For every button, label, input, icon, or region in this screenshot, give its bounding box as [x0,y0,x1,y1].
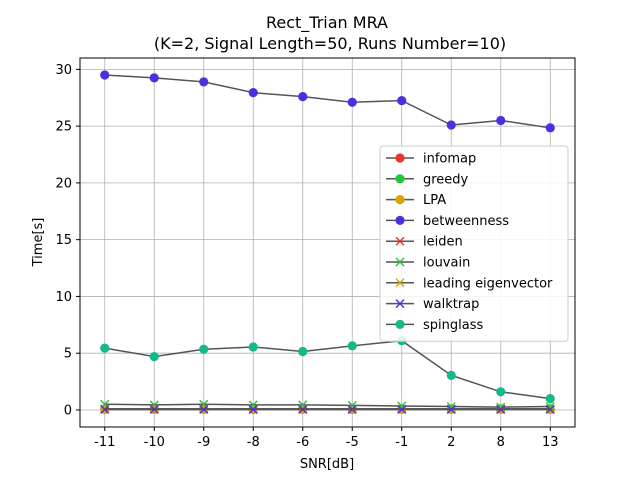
legend-label: greedy [423,172,469,187]
data-point [347,97,357,107]
y-tick-label: 0 [64,403,72,418]
legend-item: louvain [386,256,470,271]
series-louvain [100,399,555,412]
legend-marker [395,153,405,163]
legend-marker [395,319,405,329]
chart-subtitle: (K=2, Signal Length=50, Runs Number=10) [154,34,506,53]
x-tick-label: -8 [247,435,260,450]
legend-marker [395,215,405,225]
legend-item: leading eigenvector [386,276,553,291]
data-point [347,404,357,414]
x-axis-label: SNR[dB] [300,457,354,472]
chart-title: Rect_Trian MRA [266,13,388,33]
axes: -11 -10 -9 -8 -6 -5 -1 2 8 13 0 5 10 15 20 25 30 [55,57,576,450]
y-tick-label: 20 [55,176,72,191]
data-point [149,404,159,414]
legend-label: leading eigenvector [423,276,553,291]
legend-item: LPA [386,193,446,208]
legend-label: leiden [423,235,463,250]
series-line [104,74,551,129]
data-point [199,77,209,87]
x-tick-label: -1 [395,435,408,450]
data-point [100,404,110,414]
y-tick-label: 10 [55,290,72,305]
data-point [100,343,110,353]
plot-frame [79,57,576,428]
data-point [545,394,555,404]
series-line [104,403,551,408]
data-point [248,88,258,98]
data-point [298,346,308,357]
y-axis-label: Time[s] [31,218,46,268]
legend-item: greedy [386,172,469,187]
data-point [149,73,159,83]
x-tick-label: -6 [296,435,309,450]
legend-label: betweenness [423,214,509,229]
y-tick-label: 15 [55,233,72,248]
y-tick-label: 25 [55,120,72,135]
legend-marker [395,195,405,205]
legend-box [379,145,569,342]
data-point [248,342,258,352]
data-point [446,120,456,130]
legend-item: infomap [386,152,476,167]
data-point [347,341,357,351]
legend-marker [395,174,405,184]
x-tick-label: 2 [447,435,455,450]
data-point [298,92,308,102]
legend-item: leiden [386,235,463,250]
legend-label: walktrap [423,297,479,312]
x-tick-label: -9 [197,435,210,450]
legend-label: louvain [423,256,470,271]
data-point [397,404,407,414]
data-point [496,387,506,397]
legend: infomap greedy LPA betweenness leiden louvain… [379,145,569,342]
data-point [199,344,209,354]
data-point [446,404,456,414]
series-group [100,70,555,415]
series-line [104,339,551,400]
y-tick-label: 30 [55,63,72,78]
x-tick-label: -10 [144,435,165,450]
data-point [100,70,110,80]
series-spinglass [100,336,555,404]
data-point [397,95,407,106]
y-tick-label: 5 [64,347,72,362]
legend-marker [395,299,405,309]
series-walktrap [100,404,555,414]
legend-item: betweenness [386,214,509,229]
data-point [496,115,506,126]
data-point [248,404,258,414]
data-point [199,404,209,414]
x-tick-label: -11 [94,435,115,450]
series-betweenness [100,70,555,133]
data-point [545,123,555,133]
legend-marker [395,257,405,267]
data-point [545,404,555,414]
legend-label: spinglass [423,318,483,333]
data-point [496,404,506,414]
legend-label: infomap [423,152,476,167]
x-tick-label: -5 [346,435,359,450]
legend-item: spinglass [386,318,483,333]
data-point [446,370,456,380]
legend-marker [395,236,405,246]
legend-item: walktrap [386,297,479,312]
data-point [298,404,308,414]
x-tick-label: 13 [542,435,559,450]
data-point [149,352,159,362]
x-tick-label: 8 [497,435,505,450]
legend-label: LPA [423,193,446,208]
legend-marker [395,278,405,288]
